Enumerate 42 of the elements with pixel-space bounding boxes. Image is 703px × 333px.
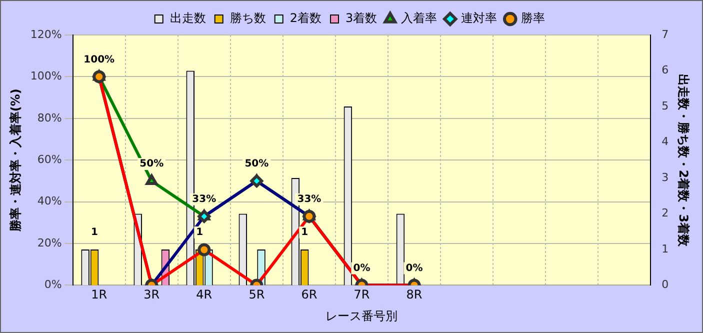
legend-label: 連対率 [461, 11, 498, 26]
y2-tick-label: 0 [662, 278, 669, 292]
y2-tick-label: 2 [662, 206, 669, 220]
y-tick-label: 60% [37, 152, 62, 166]
y-tick-label: 100% [30, 70, 62, 83]
data-label: 1 [196, 227, 204, 238]
x-tick-label: 7R [354, 288, 370, 302]
legend-label: 勝率 [521, 11, 546, 26]
legend-label: 2着数 [290, 11, 322, 26]
data-label: 1 [301, 227, 308, 238]
data-label: 1 [91, 227, 98, 238]
y-tick-label: 20% [37, 236, 62, 250]
legend-label: 3着数 [346, 11, 378, 26]
data-label: 50% [140, 158, 164, 170]
x-axis-title: レース番号別 [326, 308, 398, 323]
data-label: 33% [192, 194, 216, 205]
x-tick-label: 3R [144, 288, 160, 302]
data-label: 100% [84, 54, 115, 66]
legend-label: 出走数 [170, 11, 206, 26]
legend-label: 入着率 [401, 11, 438, 26]
y2-tick-label: 5 [662, 99, 669, 112]
y2-axis-title: 出走数・勝ち数・2着数・3着数 [676, 74, 691, 248]
y2-tick-label: 1 [662, 242, 669, 256]
data-label: 0% [353, 262, 370, 274]
data-label: 0% [406, 262, 423, 274]
x-tick-label: 4R [196, 288, 212, 302]
x-tick-label: 5R [248, 288, 265, 302]
legend-label: 勝ち数 [230, 11, 266, 26]
x-tick-label: 1R [91, 288, 108, 302]
x-tick-label: 6R [301, 288, 318, 302]
x-tick-label: 8R [406, 288, 422, 302]
y-axis-title: 勝率・連対率・入着率(%) [8, 88, 22, 233]
data-label: 50% [244, 158, 269, 170]
y2-tick-label: 6 [662, 64, 669, 77]
y-tick-label: 120% [30, 28, 62, 41]
y2-tick-label: 4 [662, 135, 669, 148]
y2-tick-label: 7 [662, 28, 669, 41]
y-tick-label: 0% [44, 278, 62, 292]
y-tick-label: 80% [37, 111, 62, 124]
y-tick-label: 40% [37, 194, 62, 208]
y2-tick-label: 3 [662, 170, 669, 184]
data-label: 33% [297, 194, 322, 205]
